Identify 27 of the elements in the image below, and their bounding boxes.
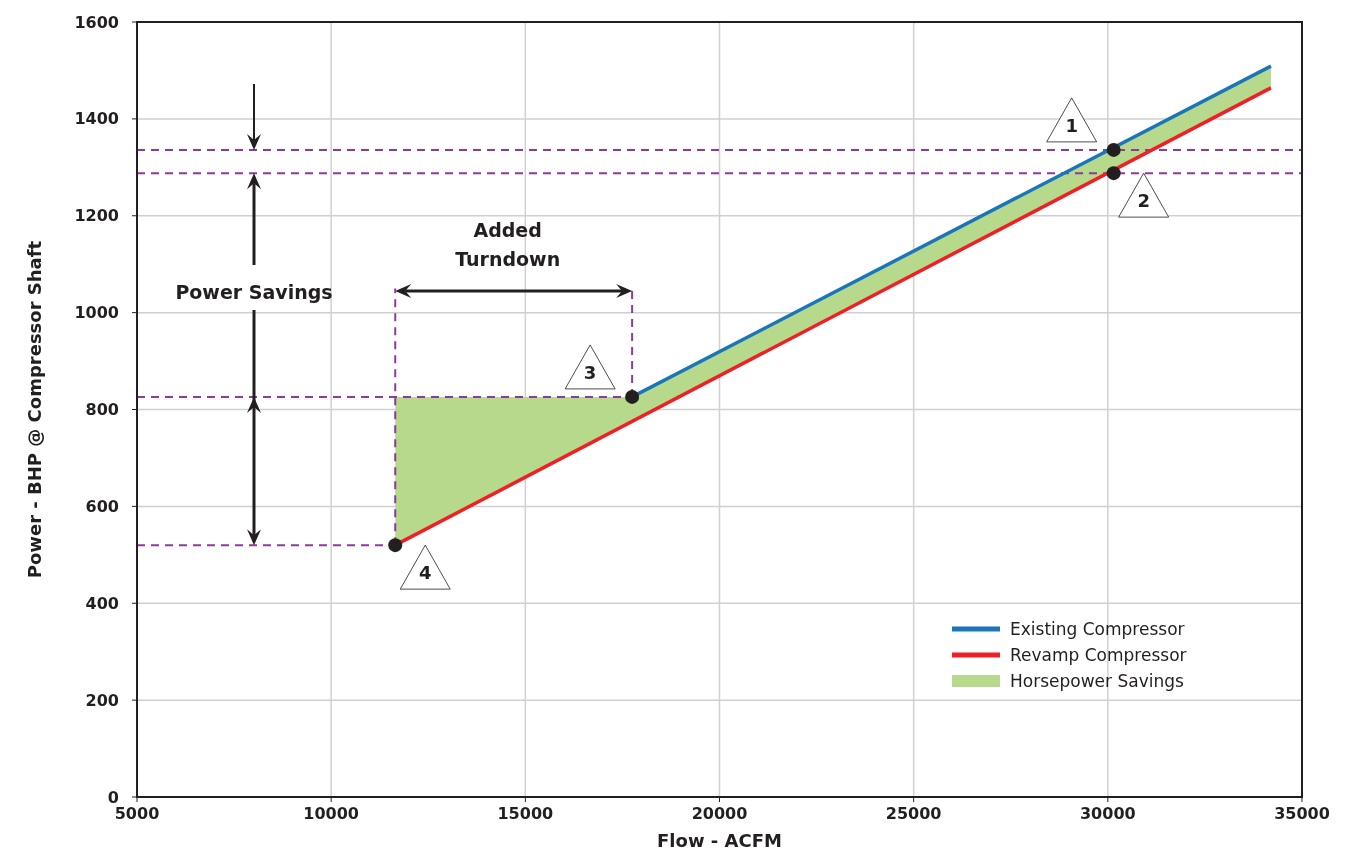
x-axis-title: Flow - ACFM xyxy=(657,830,782,851)
x-tick-label: 30000 xyxy=(1080,804,1136,823)
x-tick-label: 10000 xyxy=(303,804,359,823)
y-tick-label: 1200 xyxy=(74,206,119,226)
annotation: 3 xyxy=(583,361,597,383)
y-tick-label: 600 xyxy=(85,496,119,516)
legend-label: Existing Compressor xyxy=(1010,618,1185,639)
annotation: 1 xyxy=(1065,114,1078,136)
y-tick-label: 0 xyxy=(107,787,119,807)
y-tick-label: 1400 xyxy=(74,109,119,129)
y-tick-label: 800 xyxy=(85,400,119,420)
x-tick-label: 15000 xyxy=(497,804,554,823)
annotation: 4 xyxy=(418,562,432,584)
y-tick-label: 200 xyxy=(85,690,119,710)
annotation: 2 xyxy=(1137,190,1150,212)
y-axis-title: Power - BHP @ Compressor Shaft xyxy=(24,240,45,579)
annotation: Power Savings xyxy=(175,280,333,303)
y-tick-label: 1000 xyxy=(74,303,119,323)
x-tick-label: 5000 xyxy=(114,804,160,823)
y-tick-label: 1600 xyxy=(74,12,119,32)
legend-label: Revamp Compressor xyxy=(1010,644,1187,665)
legend-label: Horsepower Savings xyxy=(1010,670,1184,691)
x-tick-label: 25000 xyxy=(885,804,942,823)
y-tick-label: 400 xyxy=(85,593,119,613)
annotation: Added Turndown xyxy=(455,219,561,270)
x-tick-label: 35000 xyxy=(1274,804,1330,823)
x-tick-label: 20000 xyxy=(691,804,748,823)
